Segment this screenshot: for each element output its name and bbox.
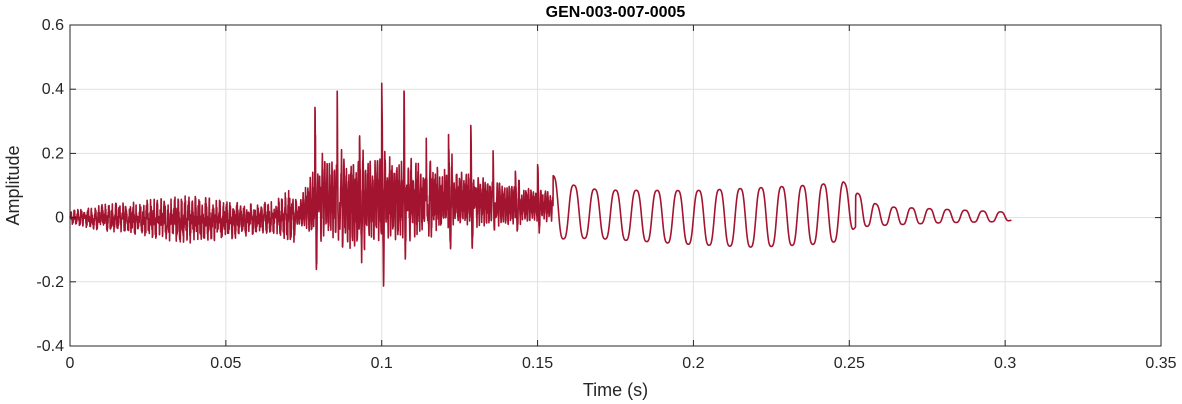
waveform-line: [69, 82, 1012, 287]
y-tick-label: -0.2: [36, 274, 64, 291]
x-tick-label: 0.25: [834, 355, 865, 372]
x-tick-label: 0.35: [1145, 355, 1176, 372]
grid-lines: [69, 24, 1162, 347]
x-tick-label: 0.05: [210, 355, 241, 372]
y-tick-labels: -0.4 -0.2 0 0.2 0.4 0.6: [36, 17, 64, 355]
y-axis-label: Amplitude: [3, 145, 23, 225]
tick-marks: [69, 24, 1162, 347]
y-tick-label: -0.4: [36, 338, 64, 355]
y-tick-label: 0.6: [42, 17, 64, 34]
x-axis-label: Time (s): [583, 380, 648, 400]
x-tick-label: 0.1: [371, 355, 393, 372]
x-tick-label: 0.2: [682, 355, 704, 372]
x-tick-label: 0.15: [522, 355, 553, 372]
x-tick-label: 0: [66, 355, 75, 372]
y-tick-label: 0.2: [42, 145, 64, 162]
plot-area: [69, 82, 1012, 287]
x-tick-label: 0.3: [994, 355, 1016, 372]
x-tick-labels: 0 0.05 0.1 0.15 0.2 0.25 0.3 0.35: [66, 355, 1177, 372]
y-tick-label: 0: [55, 210, 64, 227]
y-tick-label: 0.4: [42, 81, 64, 98]
chart-title: GEN-003-007-0005: [546, 4, 686, 21]
axes-box: [69, 24, 1162, 347]
